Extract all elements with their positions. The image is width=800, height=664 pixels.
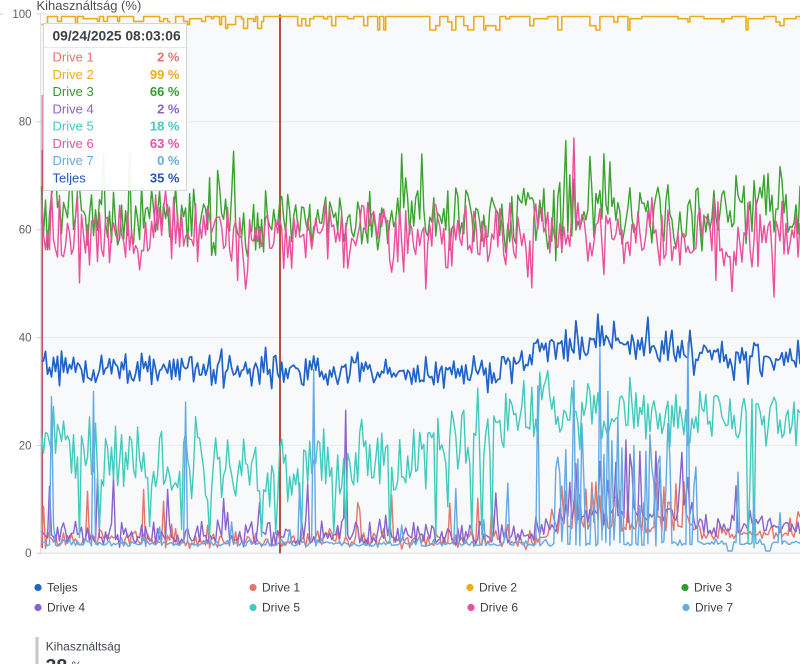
svg-text:Drive 6: Drive 6 [480,601,518,615]
svg-text:66 %: 66 % [150,84,180,99]
svg-text:Drive 2: Drive 2 [479,581,517,595]
svg-text:40: 40 [19,333,32,345]
svg-text:Drive 7: Drive 7 [53,153,94,168]
svg-text:20: 20 [19,440,32,452]
svg-text:100: 100 [12,9,31,21]
svg-text:Drive 7: Drive 7 [695,601,733,615]
svg-text:Kihasználtság (%): Kihasználtság (%) [37,0,142,13]
svg-text:09/24/2025 08:03:06: 09/24/2025 08:03:06 [53,29,181,44]
svg-text:Drive 4: Drive 4 [53,101,94,116]
svg-text:Drive 3: Drive 3 [53,84,94,99]
svg-text:Drive 1: Drive 1 [262,581,300,595]
svg-text:Drive 6: Drive 6 [53,136,94,151]
svg-text:63 %: 63 % [150,136,180,151]
svg-text:0 %: 0 % [157,153,180,168]
svg-text:Kihasználtság: Kihasználtság [46,640,121,654]
svg-text:80: 80 [19,117,32,129]
svg-text:Teljes: Teljes [53,170,87,185]
svg-text:2 %: 2 % [157,101,180,116]
svg-text:35 %: 35 % [150,170,180,185]
svg-text:Drive 4: Drive 4 [47,601,85,615]
svg-text:Drive 5: Drive 5 [262,601,300,615]
svg-text:60: 60 [19,225,32,237]
svg-text:Drive 1: Drive 1 [53,50,94,65]
svg-text:2 %: 2 % [157,50,180,65]
svg-text:38: 38 [46,656,68,664]
svg-text:Drive 2: Drive 2 [53,67,94,82]
svg-text:18 %: 18 % [150,119,180,134]
svg-text:%: % [72,661,82,664]
svg-text:0: 0 [25,548,31,560]
svg-text:Drive 5: Drive 5 [53,119,94,134]
svg-text:Teljes: Teljes [47,581,78,595]
svg-text:99 %: 99 % [150,67,180,82]
svg-text:Drive 3: Drive 3 [694,581,732,595]
